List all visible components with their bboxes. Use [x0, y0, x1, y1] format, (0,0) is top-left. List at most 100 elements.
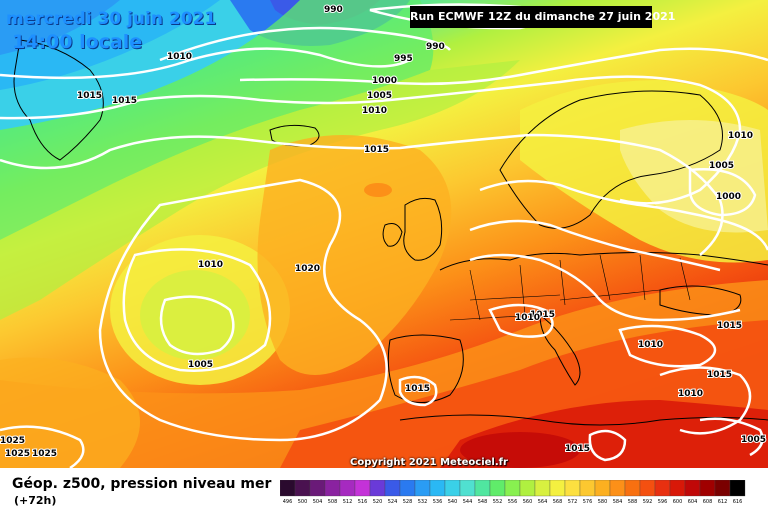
isobar-label: 1015: [565, 444, 590, 454]
scale-label: 604: [688, 499, 698, 505]
scale-label: 584: [613, 499, 623, 505]
scale-swatch: [444, 480, 461, 497]
scale-label: 532: [418, 499, 428, 505]
isobar-label: 1000: [372, 76, 397, 86]
isobar-label: 1000: [716, 192, 741, 202]
scale-swatch: [459, 480, 476, 497]
weather-map: 990 990 995 1000 1005 1010 1010 1015 101…: [0, 0, 768, 468]
scale-label: 568: [553, 499, 563, 505]
scale-label: 500: [298, 499, 308, 505]
scale-swatch: [324, 480, 341, 497]
scale-swatch: [384, 480, 401, 497]
isobar-label: 1025: [32, 449, 57, 459]
scale-swatch: [474, 480, 491, 497]
scale-swatch: [549, 480, 566, 497]
scale-swatch: [309, 480, 326, 497]
isobar-label: 1005: [741, 435, 766, 445]
scale-swatch: [669, 480, 686, 497]
scale-label: 616: [733, 499, 743, 505]
copyright-notice: Copyright 2021 Meteociel.fr: [350, 457, 508, 468]
scale-swatch: [339, 480, 356, 497]
isobar-label: 1010: [515, 313, 540, 323]
scale-label: 540: [448, 499, 458, 505]
color-scale: 496 500 504 508 512 516 520 524 528 532 536 540 544 5…: [280, 480, 746, 505]
scale-label: 612: [718, 499, 728, 505]
scale-label: 508: [328, 499, 338, 505]
isobar-label: 1015: [717, 321, 742, 331]
scale-swatch: [594, 480, 611, 497]
scale-label: 600: [673, 499, 683, 505]
scale-label: 548: [478, 499, 488, 505]
scale-label: 552: [493, 499, 503, 505]
isobar-label: 1010: [678, 389, 703, 399]
scale-swatch: [504, 480, 521, 497]
scale-label: 504: [313, 499, 323, 505]
scale-swatch: [564, 480, 581, 497]
isobar-label: 1025: [5, 449, 30, 459]
scale-swatch: [429, 480, 446, 497]
forecast-time: 14:00 locale: [12, 31, 143, 53]
scale-label: 496: [283, 499, 293, 505]
scale-label: 528: [403, 499, 413, 505]
scale-label: 512: [343, 499, 353, 505]
isobar-label: 1010: [362, 106, 387, 116]
scale-label: 560: [523, 499, 533, 505]
scale-swatch: [489, 480, 506, 497]
isobar-label: 995: [394, 54, 413, 64]
scale-swatch: [729, 480, 746, 497]
scale-label: 516: [358, 499, 368, 505]
isobar-labels: 990 990 995 1000 1005 1010 1010 1015 101…: [0, 4, 767, 460]
scale-swatch: [579, 480, 596, 497]
forecast-date: mercredi 30 juin 2021: [6, 9, 217, 29]
scale-swatch: [534, 480, 551, 497]
scale-label: 564: [538, 499, 548, 505]
legend-bar: Géop. z500, pression niveau mer (+72h) 4…: [0, 468, 768, 512]
scale-swatch: [609, 480, 626, 497]
isobar-label: 1005: [709, 161, 734, 171]
scale-swatch: [624, 480, 641, 497]
scale-swatch: [354, 480, 371, 497]
scale-label: 592: [643, 499, 653, 505]
scale-label: 576: [583, 499, 593, 505]
scale-swatch: [639, 480, 656, 497]
isobar-label: 1010: [167, 52, 192, 62]
scale-swatch: [280, 480, 296, 497]
scale-label: 588: [628, 499, 638, 505]
scale-label: 556: [508, 499, 518, 505]
scale-swatch: [714, 480, 731, 497]
run-info-banner: Run ECMWF 12Z du dimanche 27 juin 2021: [410, 6, 675, 28]
scale-label: 608: [703, 499, 713, 505]
scale-label: 580: [598, 499, 608, 505]
isobar-label: 1010: [728, 131, 753, 141]
legend-subtitle: (+72h): [14, 494, 57, 507]
isobar-label: 1015: [530, 310, 555, 320]
scale-swatch: [294, 480, 311, 497]
isobar-label: 1020: [295, 264, 320, 274]
isobar-label: 1015: [112, 96, 137, 106]
scale-swatch: [369, 480, 386, 497]
scale-swatch: [684, 480, 701, 497]
scale-swatch: [654, 480, 671, 497]
scale-label: 572: [568, 499, 578, 505]
legend-title: Géop. z500, pression niveau mer: [12, 476, 272, 492]
scale-swatch: [414, 480, 431, 497]
isobar-label: 1015: [364, 145, 389, 155]
isobar-label: 1010: [638, 340, 663, 350]
isobar-label: 1010: [198, 260, 223, 270]
geopotential-field: [0, 0, 768, 468]
scale-label: 544: [463, 499, 473, 505]
isobar-label: 990: [324, 5, 343, 15]
scale-swatch: [519, 480, 536, 497]
scale-label: 524: [388, 499, 398, 505]
isobar-label: 990: [426, 42, 445, 52]
isobar-label: 1025: [0, 436, 25, 446]
scale-label: 536: [433, 499, 443, 505]
scale-swatch: [399, 480, 416, 497]
isobar-label: 1015: [707, 370, 732, 380]
coastlines: [13, 39, 768, 426]
scale-label: 520: [373, 499, 383, 505]
isobar-label: 1015: [405, 384, 430, 394]
isobar-label: 1005: [188, 360, 213, 370]
isobar-label: 1005: [367, 91, 392, 101]
scale-swatch: [699, 480, 716, 497]
